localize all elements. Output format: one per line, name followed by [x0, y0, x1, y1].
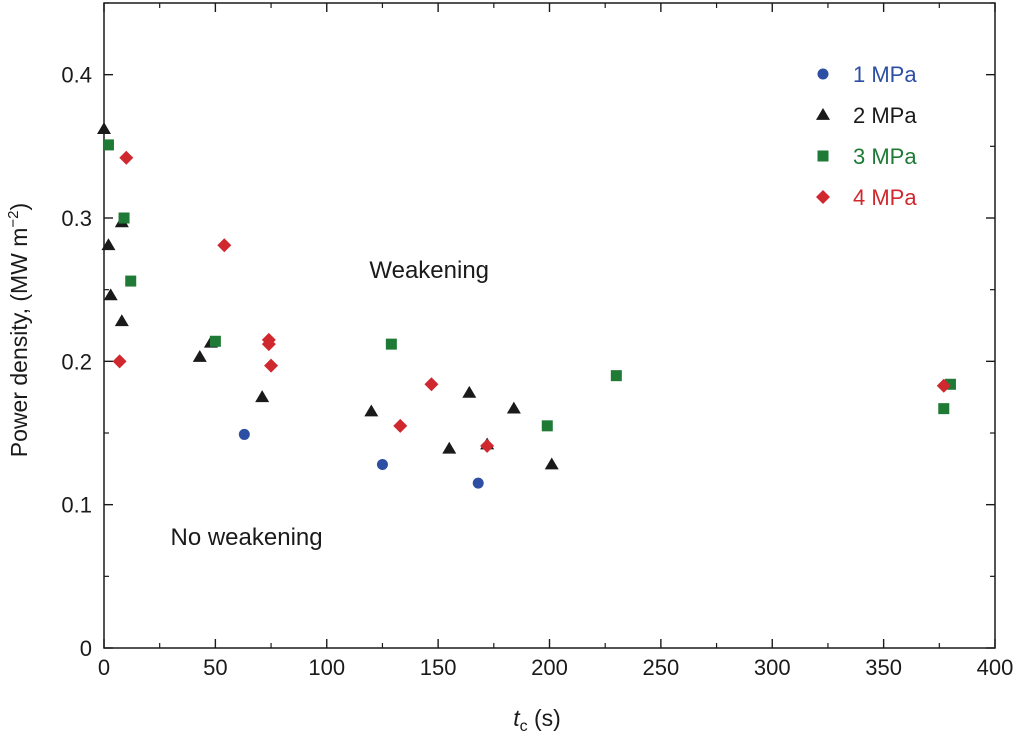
x-axis-title-sub: c	[520, 718, 528, 735]
triangle-point	[101, 238, 116, 251]
triangle-point	[97, 122, 111, 135]
diamond-point	[264, 358, 279, 373]
y-tick-label: 0.1	[61, 493, 92, 518]
annotations: Weakening No weakening	[171, 257, 490, 551]
series-circle	[238, 428, 484, 489]
circle-point	[238, 428, 250, 440]
legend-marker-triangle	[816, 108, 830, 120]
plot-frame	[103, 2, 996, 649]
series-diamond	[112, 150, 951, 453]
series-triangle	[97, 122, 559, 470]
y-axis-title-sup: −2	[5, 210, 22, 227]
y-tick-label: 0	[80, 636, 92, 661]
x-axis-title: tc (s)	[513, 705, 561, 735]
legend-label: 4 MPa	[853, 185, 917, 210]
x-tick-label: 400	[977, 655, 1014, 680]
square-point	[610, 370, 622, 382]
square-point	[385, 338, 397, 350]
diamond-point	[936, 378, 951, 393]
x-tick-label: 0	[98, 655, 110, 680]
series-square	[102, 139, 956, 432]
y-axis-title-end: )	[6, 203, 32, 211]
diamond-point	[112, 354, 127, 369]
diamond-point	[480, 438, 495, 453]
x-tick-label: 300	[754, 655, 791, 680]
annotation-label: Weakening	[369, 257, 489, 284]
square-point	[118, 212, 130, 224]
x-axis-title-main: t	[513, 705, 521, 731]
x-tick-label: 250	[643, 655, 680, 680]
data-points	[97, 122, 956, 489]
y-tick-label: 0.2	[61, 349, 92, 374]
triangle-point	[255, 390, 270, 403]
triangle-point	[114, 314, 129, 327]
triangle-point	[506, 401, 521, 414]
diamond-point	[424, 377, 439, 392]
legend: 1 MPa 2 MPa 3 MPa 4 MPa	[816, 62, 917, 210]
y-axis-title-main: Power density, (MW m	[6, 228, 32, 458]
square-point	[944, 378, 956, 390]
triangle-point	[192, 350, 207, 362]
legend-marker-square	[817, 150, 829, 162]
circle-point	[472, 477, 484, 489]
y-tick-label: 0.4	[61, 63, 92, 88]
legend-label: 1 MPa	[853, 62, 917, 87]
x-axis-title-rest: (s)	[528, 705, 561, 731]
y-tick-label: 0.3	[61, 206, 92, 231]
triangle-point	[364, 404, 379, 417]
legend-marker-circle	[817, 68, 829, 80]
square-point	[102, 139, 114, 151]
tick-labels: 0 50 100 150 200 250 300 350 400 0 0.1 0.2 0.3 0.4	[61, 63, 1013, 680]
x-tick-label: 350	[865, 655, 902, 680]
annotation-label: No weakening	[171, 524, 323, 551]
diamond-point	[217, 238, 232, 253]
triangle-point	[462, 385, 477, 398]
square-point	[541, 420, 553, 432]
legend-label: 2 MPa	[853, 103, 917, 128]
triangle-point	[442, 441, 457, 454]
x-tick-label: 100	[308, 655, 345, 680]
axis-ticks	[103, 2, 996, 649]
square-point	[125, 275, 137, 287]
x-tick-label: 200	[531, 655, 568, 680]
square-point	[209, 335, 221, 347]
legend-marker-diamond	[816, 190, 830, 204]
diamond-point	[393, 418, 408, 433]
diamond-point	[261, 337, 276, 352]
triangle-point	[103, 288, 118, 301]
y-axis-title: Power density, (MW m−2)	[5, 203, 32, 457]
circle-point	[376, 459, 388, 471]
diamond-point	[119, 150, 134, 165]
legend-label: 3 MPa	[853, 144, 917, 169]
triangle-point	[544, 457, 559, 470]
x-tick-label: 50	[203, 655, 227, 680]
square-point	[938, 403, 950, 415]
x-tick-label: 150	[420, 655, 457, 680]
